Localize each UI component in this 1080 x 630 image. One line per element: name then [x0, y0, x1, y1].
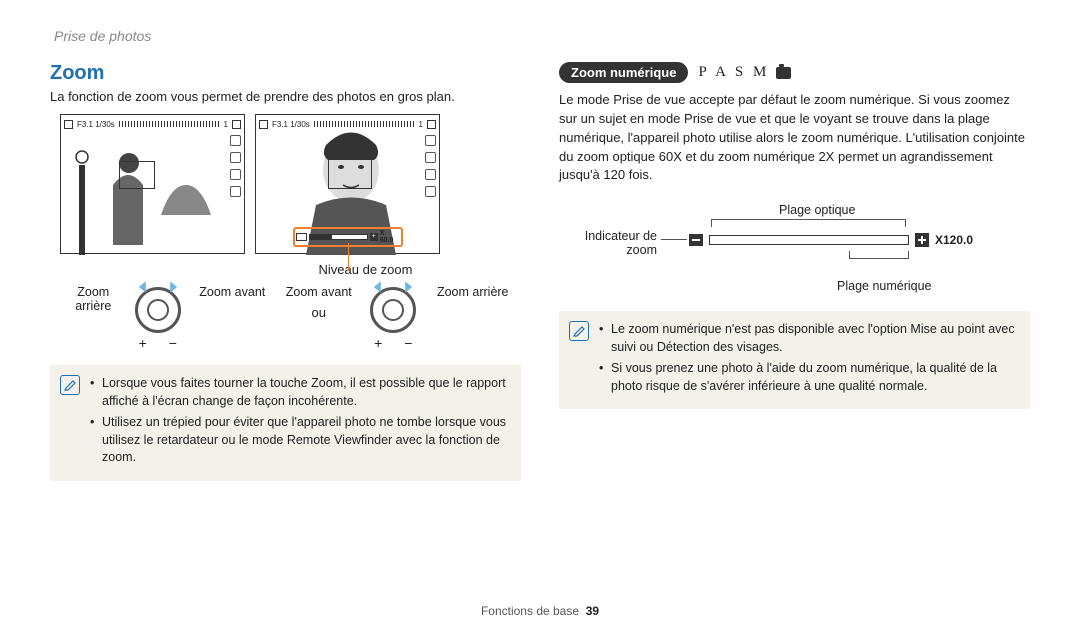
right-column: Zoom numérique P A S M Le mode Prise de … — [559, 62, 1030, 481]
page-footer: Fonctions de base 39 — [0, 604, 1080, 618]
or-label: ou — [284, 305, 354, 320]
zoom-level-label: Niveau de zoom — [210, 262, 521, 277]
arrow-right-icon — [166, 280, 180, 294]
zoom-indicator-diagram: Plage optique Indicateur de zoom X120.0 … — [569, 203, 1020, 293]
heading-zoom: Zoom — [50, 62, 521, 85]
bracket-top — [711, 219, 906, 227]
arrow-left-icon — [371, 280, 385, 294]
page-number: 39 — [586, 604, 599, 618]
camera-mode-icon — [776, 67, 791, 79]
camera-preview-zoom: F3.1 1/30s 1 — [255, 114, 440, 254]
leader-line — [661, 239, 687, 240]
note-item: Si vous prenez une photo à l'aide du zoo… — [599, 360, 1016, 395]
digital-zoom-pill: Zoom numérique — [559, 62, 688, 83]
zoom-plus-icon — [915, 233, 929, 247]
arrow-left-icon — [136, 280, 150, 294]
breadcrumb: Prise de photos — [54, 28, 1030, 44]
footer-section: Fonctions de base — [481, 604, 579, 618]
mode-letters: P A S M — [698, 64, 791, 81]
zoom-ring-icon — [370, 287, 416, 333]
zoom-arriere-label: Zoom arrière — [68, 285, 118, 313]
zoom-intro: La fonction de zoom vous permet de prend… — [50, 89, 521, 104]
zoom-minus-icon — [689, 234, 703, 246]
zoom-avant-label2: Zoom avant — [286, 285, 352, 299]
focus-frame — [328, 155, 372, 189]
zoom-ring-icon — [135, 287, 181, 333]
note-icon — [569, 321, 589, 341]
bracket-bottom — [849, 251, 909, 259]
zoom-max-label: X120.0 — [935, 233, 973, 247]
digital-zoom-para: Le mode Prise de vue accepte par défaut … — [559, 91, 1030, 185]
digital-range-label: Plage numérique — [837, 279, 932, 293]
note-item: Lorsque vous faites tourner la touche Zo… — [90, 375, 507, 410]
note-icon — [60, 375, 80, 395]
note-box-left: Lorsque vous faites tourner la touche Zo… — [50, 365, 521, 481]
zoom-range-bar — [709, 235, 909, 245]
note-box-right: Le zoom numérique n'est pas disponible a… — [559, 311, 1030, 409]
callout-line — [348, 243, 349, 271]
optical-range-label: Plage optique — [779, 203, 855, 217]
arrow-right-icon — [401, 280, 415, 294]
note-item: Utilisez un trépied pour éviter que l'ap… — [90, 414, 507, 467]
focus-frame — [119, 161, 155, 189]
zoom-avant-label: Zoom avant — [197, 285, 267, 299]
note-item: Le zoom numérique n'est pas disponible a… — [599, 321, 1016, 356]
zoom-value: X 60.0 — [380, 230, 400, 244]
indicator-label: Indicateur de zoom — [569, 229, 657, 257]
camera-preview-wide: F3.1 1/30s 1 — [60, 114, 245, 254]
zoom-arriere-label2: Zoom arrière — [433, 285, 513, 299]
left-column: Zoom La fonction de zoom vous permet de … — [50, 62, 521, 481]
